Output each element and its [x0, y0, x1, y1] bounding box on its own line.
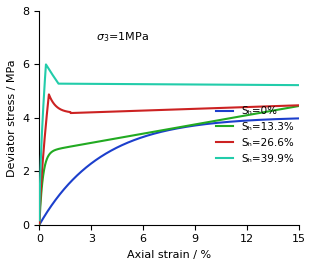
Y-axis label: Deviator stress / MPa: Deviator stress / MPa	[7, 59, 17, 177]
Legend: Sₕ=0%, Sₕ=13.3%, Sₕ=26.6%, Sₕ=39.9%: Sₕ=0%, Sₕ=13.3%, Sₕ=26.6%, Sₕ=39.9%	[216, 106, 294, 164]
X-axis label: Axial strain / %: Axial strain / %	[127, 250, 211, 260]
Text: $\sigma_3$=1MPa: $\sigma_3$=1MPa	[96, 30, 149, 44]
